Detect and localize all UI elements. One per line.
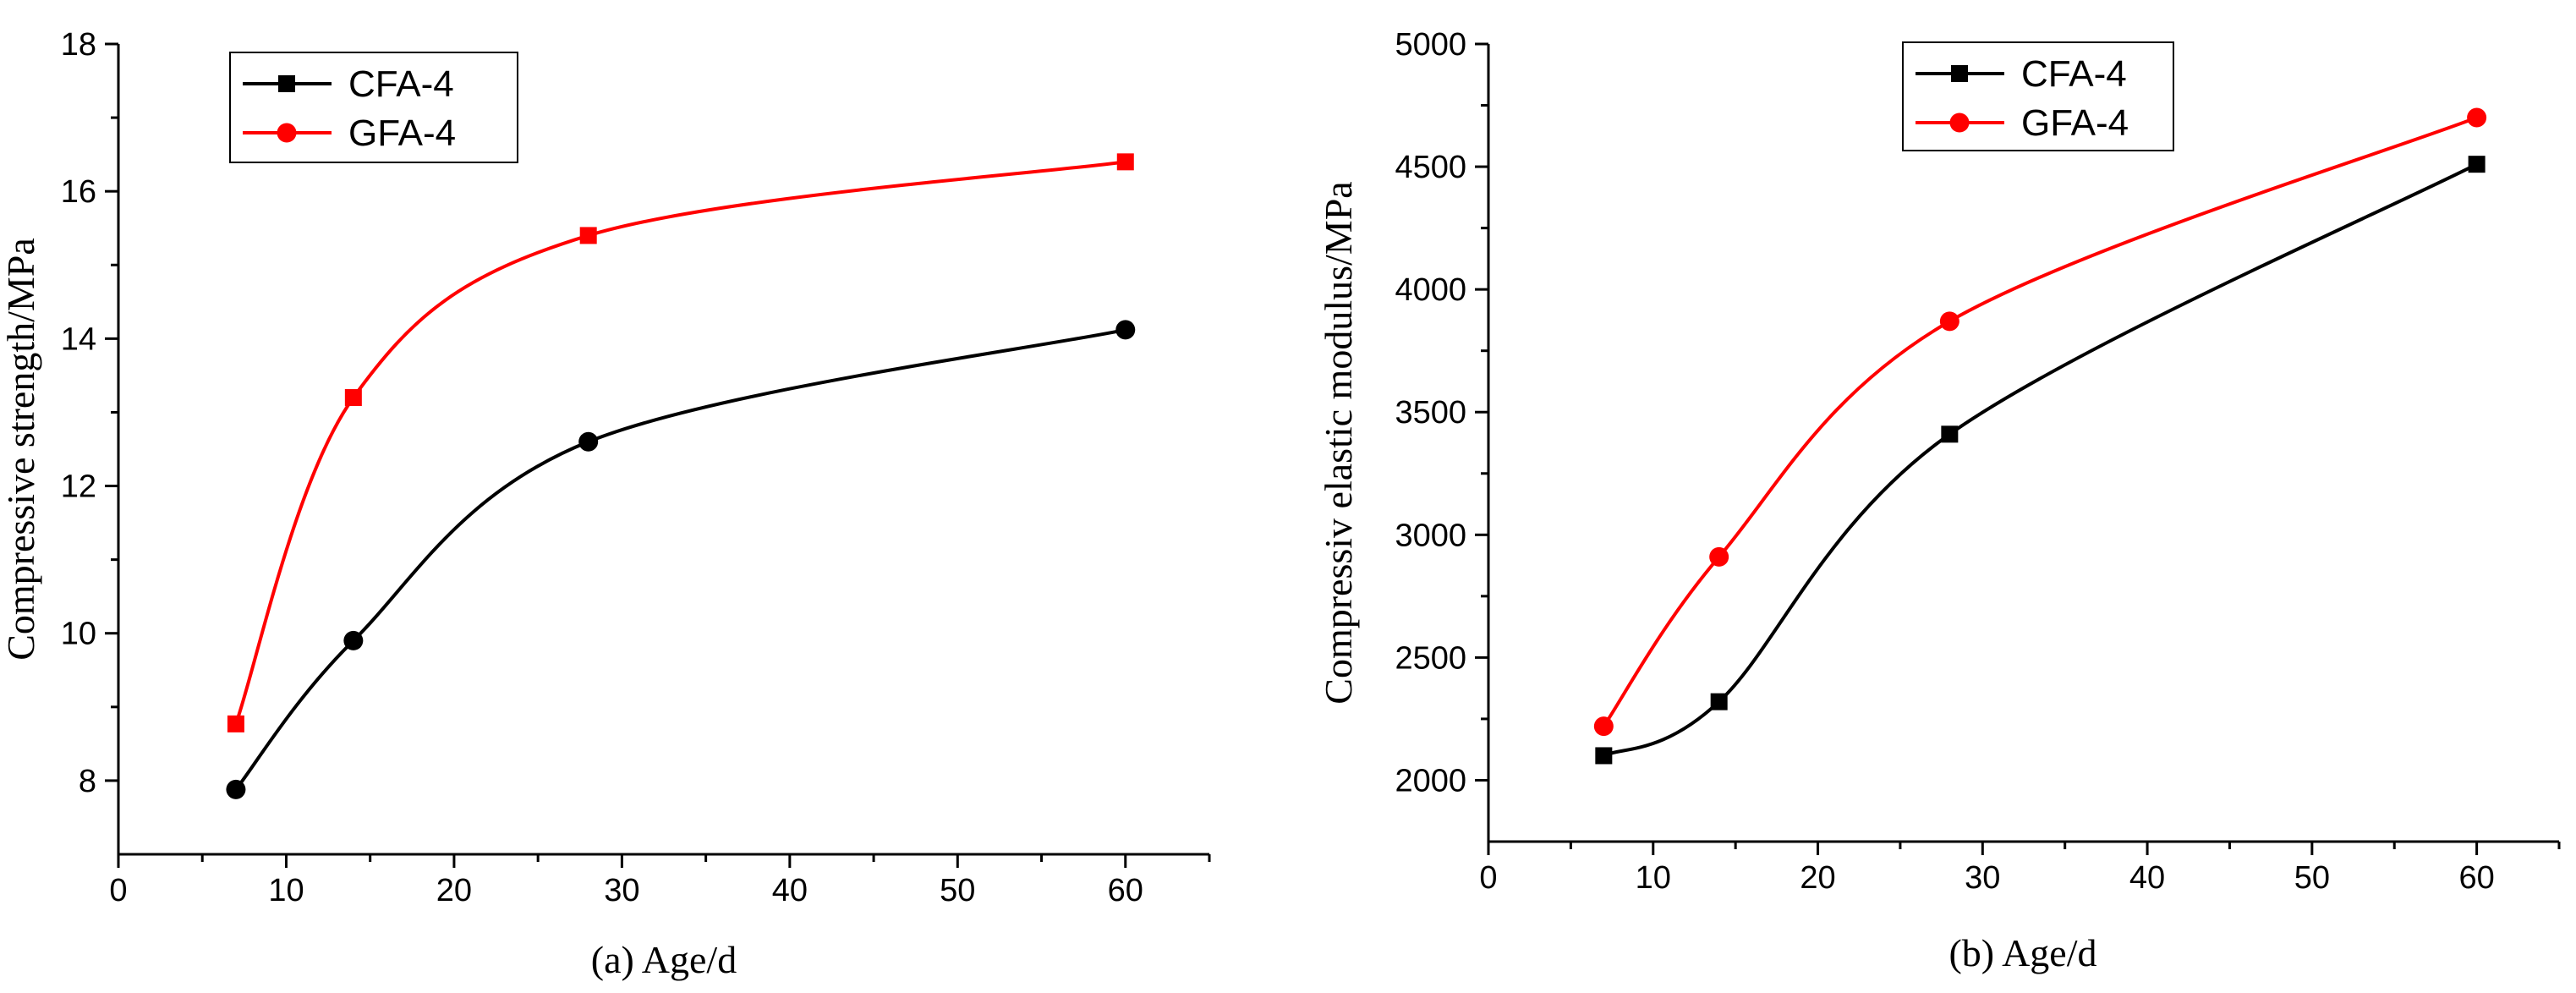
series-line-GFA-4 xyxy=(234,160,1126,725)
y-tick-label: 16 xyxy=(61,174,96,210)
series-CFA-4 xyxy=(1595,156,2486,765)
chart-panel-b: 0 10 20 30 40 50 60 2000 2500 3000 3500 4000 4500 500… xyxy=(1317,27,2561,974)
series-line-CFA-4 xyxy=(234,327,1126,791)
y-tick-label: 12 xyxy=(61,469,96,505)
x-axis-label: (b) Age/d xyxy=(1948,931,2096,974)
y-tick-label: 8 xyxy=(79,764,96,799)
data-point-GFA-4 xyxy=(2467,107,2487,128)
series-CFA-4 xyxy=(226,320,1136,799)
legend-box xyxy=(1902,41,2174,151)
y-tick-label: 2000 xyxy=(1395,763,1466,798)
legend: CFA-4 GFA-4 xyxy=(1902,41,2174,151)
y-axis-label: Compressiv elastic modulus/MPa xyxy=(1317,181,1360,704)
legend-marker-GFA-4 xyxy=(277,123,297,143)
legend-label-GFA-4: GFA-4 xyxy=(348,112,456,154)
x-tick-label: 0 xyxy=(109,873,127,908)
y-tick-label: 18 xyxy=(61,27,96,63)
x-tick-label: 30 xyxy=(604,873,639,908)
x-tick-label: 40 xyxy=(2129,860,2165,896)
data-point-GFA-4 xyxy=(1709,546,1729,567)
x-tick-label: 0 xyxy=(1479,860,1497,896)
y-tick-label: 3500 xyxy=(1395,395,1466,431)
data-point-CFA-4 xyxy=(1941,425,1959,443)
y-tick-label: 4000 xyxy=(1395,272,1466,308)
legend-label-CFA-4: CFA-4 xyxy=(2021,53,2127,95)
series-GFA-4 xyxy=(227,153,1134,732)
data-point-CFA-4 xyxy=(2468,156,2486,173)
legend-marker-CFA-4 xyxy=(1951,65,1968,82)
data-point-GFA-4 xyxy=(1593,716,1614,737)
y-tick-label: 5000 xyxy=(1395,27,1466,63)
x-tick-label: 40 xyxy=(772,873,808,908)
data-point-GFA-4 xyxy=(1939,311,1959,332)
legend-marker-GFA-4 xyxy=(1949,112,1970,133)
data-point-CFA-4 xyxy=(1710,693,1728,710)
x-tick-label: 30 xyxy=(1965,860,2000,896)
y-axis-label: Compressive strength/MPa xyxy=(0,238,42,661)
legend: CFA-4 GFA-4 xyxy=(229,52,518,163)
legend-label-GFA-4: GFA-4 xyxy=(2021,102,2129,144)
y-tick-label: 3000 xyxy=(1395,518,1466,553)
legend-label-CFA-4: CFA-4 xyxy=(348,63,454,105)
x-axis-label: (a) Age/d xyxy=(591,938,737,981)
data-point-CFA-4 xyxy=(343,630,364,650)
x-tick-label: 10 xyxy=(1636,860,1671,896)
data-point-CFA-4 xyxy=(1595,747,1613,765)
data-point-GFA-4 xyxy=(579,227,597,244)
x-tick-label: 10 xyxy=(268,873,304,908)
x-tick-label: 50 xyxy=(2294,860,2330,896)
data-point-GFA-4 xyxy=(227,715,244,732)
legend-box xyxy=(229,52,518,163)
series-line-GFA-4 xyxy=(1602,116,2478,727)
data-point-CFA-4 xyxy=(578,431,599,452)
x-tick-label: 60 xyxy=(1108,873,1143,908)
data-point-GFA-4 xyxy=(344,389,362,407)
legend-marker-CFA-4 xyxy=(278,75,295,92)
x-tick-label: 50 xyxy=(940,873,975,908)
chart-panel-a: 0 10 20 30 40 50 60 8 10 12 14 16 18 (a) Age/d Compres… xyxy=(0,27,1211,981)
y-tick-label: 14 xyxy=(61,321,96,357)
series-line-CFA-4 xyxy=(1603,162,2478,758)
data-point-CFA-4 xyxy=(226,779,246,799)
series-GFA-4 xyxy=(1593,107,2487,737)
data-point-CFA-4 xyxy=(1115,320,1136,340)
y-tick-label: 2500 xyxy=(1395,640,1466,676)
x-tick-label: 20 xyxy=(1800,860,1835,896)
y-tick-label: 10 xyxy=(61,617,96,652)
x-tick-label: 20 xyxy=(436,873,472,908)
y-tick-label: 4500 xyxy=(1395,150,1466,185)
data-point-GFA-4 xyxy=(1116,153,1134,171)
x-tick-label: 60 xyxy=(2458,860,2494,896)
